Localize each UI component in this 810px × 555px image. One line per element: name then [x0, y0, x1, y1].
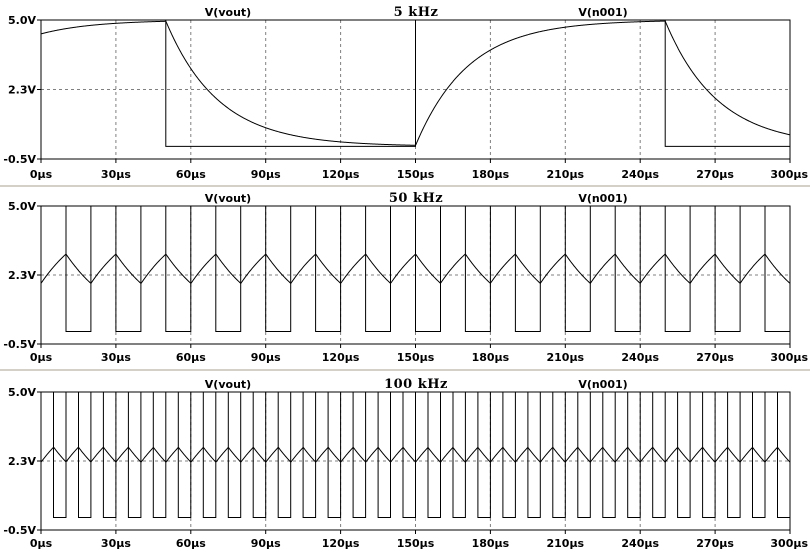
x-tick-label: 180µs — [472, 537, 510, 550]
trace-label-vout[interactable]: V(vout) — [205, 192, 251, 205]
trace-label-n001[interactable]: V(n001) — [578, 192, 627, 205]
x-tick-label: 120µs — [322, 168, 360, 181]
x-tick-label: 0µs — [30, 168, 53, 181]
y-tick-label: 2.3V — [8, 269, 36, 282]
waveform-plot[interactable]: 0µs 30µs 60µs 90µs 120µs 150µs 180µs 210µs 240µs… — [0, 187, 810, 369]
x-tick-label: 120µs — [322, 537, 360, 550]
x-tick-label: 30µs — [101, 168, 131, 181]
y-tick-label: -0.5V — [3, 524, 36, 537]
trace-label-vout[interactable]: V(vout) — [205, 6, 251, 19]
x-tick-label: 90µs — [251, 168, 281, 181]
pane-title: 100 kHz — [384, 377, 448, 392]
series-line-n001 — [41, 392, 790, 518]
series-line-n001 — [41, 20, 790, 147]
traces — [41, 392, 790, 518]
waveform-plot[interactable]: 0µs 30µs 60µs 90µs 120µs 150µs 180µs 210µs 240µs… — [0, 371, 810, 555]
x-tick-label: 30µs — [101, 351, 131, 364]
plot-pane-100khz[interactable]: 0µs 30µs 60µs 90µs 120µs 150µs 180µs 210µs 240µs… — [0, 371, 810, 555]
plot-pane-50khz[interactable]: 0µs 30µs 60µs 90µs 120µs 150µs 180µs 210µs 240µs… — [0, 187, 810, 369]
y-tick-label: 2.3V — [8, 455, 36, 468]
pane-title: 5 kHz — [394, 5, 439, 20]
y-tick-label: 5.0V — [8, 200, 36, 213]
x-tick-label: 300µs — [770, 351, 808, 364]
x-tick-label: 210µs — [546, 168, 584, 181]
x-tick-label: 120µs — [322, 351, 360, 364]
x-tick-label: 60µs — [176, 537, 206, 550]
x-tick-label: 300µs — [770, 537, 808, 550]
series-line-n001 — [41, 206, 790, 332]
x-tick-label: 240µs — [621, 537, 659, 550]
x-tick-label: 90µs — [251, 351, 281, 364]
x-tick-label: 210µs — [546, 351, 584, 364]
waveform-plot[interactable]: 0µs 30µs 60µs 90µs 120µs 150µs 180µs 210µs 240µs… — [0, 0, 810, 185]
x-tick-label: 0µs — [30, 351, 53, 364]
y-tick-label: 5.0V — [8, 14, 36, 27]
series-line-vout — [41, 253, 790, 285]
x-tick-label: 270µs — [696, 351, 734, 364]
traces — [41, 206, 790, 332]
x-tick-label: 150µs — [397, 168, 435, 181]
x-tick-label: 150µs — [397, 351, 435, 364]
x-tick-label: 30µs — [101, 537, 131, 550]
plot-pane-5khz[interactable]: 0µs 30µs 60µs 90µs 120µs 150µs 180µs 210µs 240µs… — [0, 0, 810, 185]
traces — [41, 20, 790, 147]
trace-label-vout[interactable]: V(vout) — [205, 378, 251, 391]
trace-label-n001[interactable]: V(n001) — [578, 6, 627, 19]
x-tick-label: 300µs — [770, 168, 808, 181]
x-tick-label: 270µs — [696, 537, 734, 550]
pane-title: 50 kHz — [389, 191, 443, 206]
y-tick-label: 2.3V — [8, 84, 36, 97]
x-tick-label: 180µs — [472, 351, 510, 364]
y-tick-label: -0.5V — [3, 153, 36, 166]
y-tick-label: -0.5V — [3, 338, 36, 351]
series-line-vout — [41, 446, 790, 464]
y-tick-label: 5.0V — [8, 386, 36, 399]
x-tick-label: 180µs — [472, 168, 510, 181]
x-tick-label: 210µs — [546, 537, 584, 550]
trace-label-n001[interactable]: V(n001) — [578, 378, 627, 391]
x-tick-label: 150µs — [397, 537, 435, 550]
x-tick-label: 60µs — [176, 168, 206, 181]
x-tick-label: 240µs — [621, 168, 659, 181]
x-tick-label: 270µs — [696, 168, 734, 181]
x-tick-label: 90µs — [251, 537, 281, 550]
x-tick-label: 60µs — [176, 351, 206, 364]
series-line-vout — [41, 20, 790, 146]
x-tick-label: 0µs — [30, 537, 53, 550]
x-tick-label: 240µs — [621, 351, 659, 364]
